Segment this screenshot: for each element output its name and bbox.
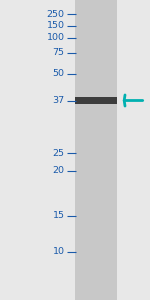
Text: 150: 150: [46, 21, 64, 30]
Text: 250: 250: [46, 10, 64, 19]
Text: 25: 25: [52, 148, 64, 158]
Text: 10: 10: [52, 248, 64, 256]
Bar: [75, 0, 117, 300]
Text: 75: 75: [52, 48, 64, 57]
Text: 100: 100: [46, 33, 64, 42]
Text: 15: 15: [52, 212, 64, 220]
Text: 50: 50: [52, 69, 64, 78]
Text: 37: 37: [52, 96, 64, 105]
Bar: [75, 97, 117, 104]
Text: 20: 20: [52, 167, 64, 176]
